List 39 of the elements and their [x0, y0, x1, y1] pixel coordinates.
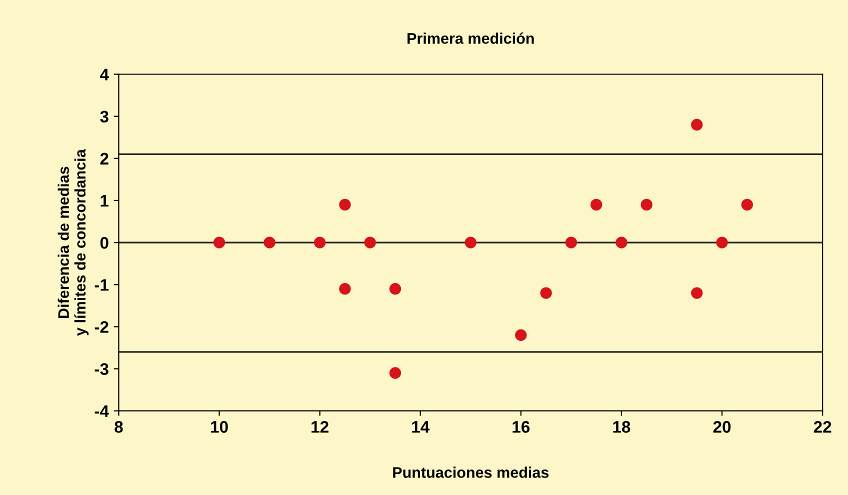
- point: [741, 198, 753, 211]
- point: [314, 236, 326, 248]
- x-tick-label: 22: [814, 421, 832, 433]
- x-tick-label: 20: [713, 421, 731, 433]
- point: [716, 236, 728, 248]
- point: [339, 282, 351, 295]
- point: [339, 198, 351, 211]
- point: [389, 367, 402, 379]
- chart-title: Primera medición: [408, 32, 534, 44]
- y-tick-label: 0: [100, 236, 108, 249]
- point: [640, 198, 652, 211]
- point: [264, 236, 276, 248]
- y-axis-title: Diferencia de medias y límites de concordancia: [58, 149, 89, 336]
- x-tick-label: 18: [613, 421, 630, 433]
- point: [540, 287, 552, 299]
- y-tick-label: -1: [94, 279, 109, 291]
- x-tick-label: 10: [211, 421, 228, 433]
- point: [691, 287, 703, 299]
- point: [691, 118, 703, 131]
- x-tick-label: 12: [312, 421, 328, 433]
- x-tick-label: 16: [512, 421, 530, 433]
- y-tick-label: -4: [94, 405, 109, 417]
- point: [364, 236, 376, 248]
- y-tick-label: 2: [100, 152, 108, 164]
- y-tick-label: 1: [100, 195, 109, 207]
- x-tick-label: 14: [412, 421, 430, 433]
- x-axis-title: Puntuaciones medias: [393, 466, 549, 478]
- y-tick-label: 3: [100, 110, 108, 123]
- y-tick-label: -2: [94, 321, 108, 333]
- y-tick-label: 4: [100, 68, 109, 80]
- x-tick-label: 8: [114, 421, 123, 433]
- y-tick-label: -3: [94, 363, 108, 375]
- point: [515, 329, 527, 341]
- point: [389, 282, 402, 295]
- point: [616, 236, 628, 248]
- point: [590, 198, 602, 211]
- point: [464, 236, 476, 248]
- point: [213, 236, 226, 248]
- point: [565, 236, 578, 248]
